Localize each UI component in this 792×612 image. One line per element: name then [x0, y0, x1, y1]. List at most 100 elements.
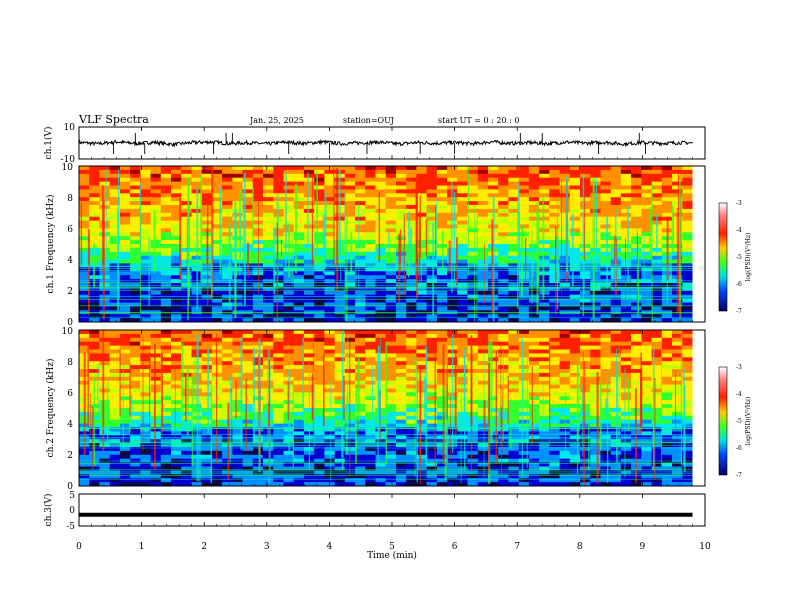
spectrogram-cell [457, 232, 468, 237]
spectrogram-cell [641, 419, 653, 424]
spectrogram-cell [580, 290, 591, 296]
spectrogram-cell [406, 314, 417, 319]
spectrogram-cell [201, 185, 213, 190]
spectrogram-cell [610, 298, 622, 303]
spectrogram-cell [324, 384, 336, 389]
spectrogram-cell [252, 427, 264, 432]
spectrogram-cell [518, 466, 530, 471]
spectrogram-cell [549, 365, 560, 370]
spectrogram-cell [488, 380, 499, 385]
spectrogram-cell [344, 169, 356, 175]
spectrogram-cell [559, 267, 571, 272]
spectrogram-cell [569, 240, 581, 245]
spectrogram-cell [416, 294, 428, 299]
spectrogram-cell [467, 474, 479, 479]
spectrogram-cell [222, 333, 233, 339]
spectrogram-cell [293, 454, 305, 460]
spectrogram-cell [171, 193, 182, 198]
spectrogram-cell [171, 189, 182, 194]
spectrogram-cell [498, 189, 509, 194]
spectrogram-cell [252, 361, 264, 366]
spectrogram-cell [355, 454, 366, 460]
spectrogram-cell [569, 244, 581, 249]
spectrogram-cell [682, 169, 693, 175]
spectrogram-cell [467, 419, 479, 424]
spectrogram-cell [150, 454, 162, 460]
spectrogram-cell [140, 392, 151, 397]
ch1-colorbar-tick: -6 [736, 281, 742, 288]
spectrogram-cell [355, 185, 366, 190]
spectrogram-cell [610, 185, 622, 190]
spectrogram-cell [334, 345, 346, 350]
spectrogram-cell [600, 345, 612, 350]
spectrogram-cell [477, 224, 489, 229]
spectrogram-cell [651, 193, 663, 198]
spectrogram-cell [263, 244, 274, 249]
spectrogram-cell [477, 267, 489, 272]
spectrogram-cell [171, 228, 182, 233]
spectrogram-cell [79, 341, 90, 346]
spectrogram-cell [580, 244, 591, 249]
spectrogram-cell [181, 232, 192, 237]
spectrogram-cell [222, 169, 233, 175]
spectrogram-cell [651, 450, 663, 456]
spectrogram-cell [426, 189, 438, 194]
spectrogram-cell [375, 240, 387, 245]
spectrogram-cell [457, 201, 468, 206]
spectrogram-cell [171, 306, 182, 311]
spectrogram-cell [314, 212, 325, 218]
spectrogram-cell [314, 279, 325, 284]
spectrogram-cell [477, 372, 489, 378]
spectrogram-cell [324, 263, 336, 268]
spectrogram-cell [682, 392, 693, 397]
spectrogram-cell [406, 478, 417, 483]
spectrogram-cell [375, 232, 387, 237]
spectrogram-cell [610, 177, 622, 182]
spectrogram-cell [477, 341, 489, 346]
spectrogram-cell [324, 208, 336, 214]
spectrogram-cell [385, 474, 397, 479]
spectrogram-cell [89, 482, 100, 487]
spectrogram-cell [488, 372, 499, 378]
station-label: station=OUJ [343, 116, 394, 125]
spectrogram-cell [109, 177, 121, 182]
spectrogram-cell [426, 193, 438, 198]
spectrogram-cell [99, 404, 111, 409]
spectrogram-cell [355, 470, 366, 475]
spectrogram-cell [467, 271, 479, 276]
spectrogram-cell [252, 341, 264, 346]
spectrogram-cell [211, 232, 223, 237]
spectrogram-cell [99, 380, 111, 385]
spectrogram-cell [528, 193, 540, 198]
spectrogram-cell [416, 443, 428, 448]
spectrogram-cell [580, 286, 591, 292]
spectrogram-cell [232, 279, 244, 284]
spectrogram-cell [130, 314, 141, 319]
spectrogram-cell [211, 259, 223, 264]
spectrogram-cell [682, 263, 693, 268]
spectrogram-cell [508, 306, 520, 311]
spectrogram-cell [620, 396, 632, 401]
spectrogram-cell [273, 411, 284, 417]
spectrogram-cell [590, 294, 601, 299]
spectrogram-cell [651, 376, 663, 382]
spectrogram-cell [119, 411, 131, 417]
spectrogram-cell [140, 220, 151, 225]
spectrogram-cell [477, 419, 489, 424]
spectrogram-cell [406, 177, 417, 182]
spectrogram-cell [436, 220, 448, 225]
spectrogram-cell [191, 177, 203, 182]
spectrogram-cell [160, 384, 172, 389]
spectrogram-cell [631, 212, 642, 218]
spectrogram-cell [590, 232, 601, 237]
spectrogram-cell [620, 247, 632, 253]
spectrogram-cell [365, 236, 376, 241]
spectrogram-cell [436, 443, 448, 448]
spectrogram-cell [539, 330, 550, 335]
spectrogram-cell [140, 337, 151, 343]
spectrogram-cell [201, 224, 213, 229]
spectrogram-cell [406, 454, 417, 460]
spectrogram-cell [426, 443, 438, 448]
ch1-colorbar-tick: -7 [736, 308, 742, 315]
spectrogram-cell [539, 283, 550, 288]
